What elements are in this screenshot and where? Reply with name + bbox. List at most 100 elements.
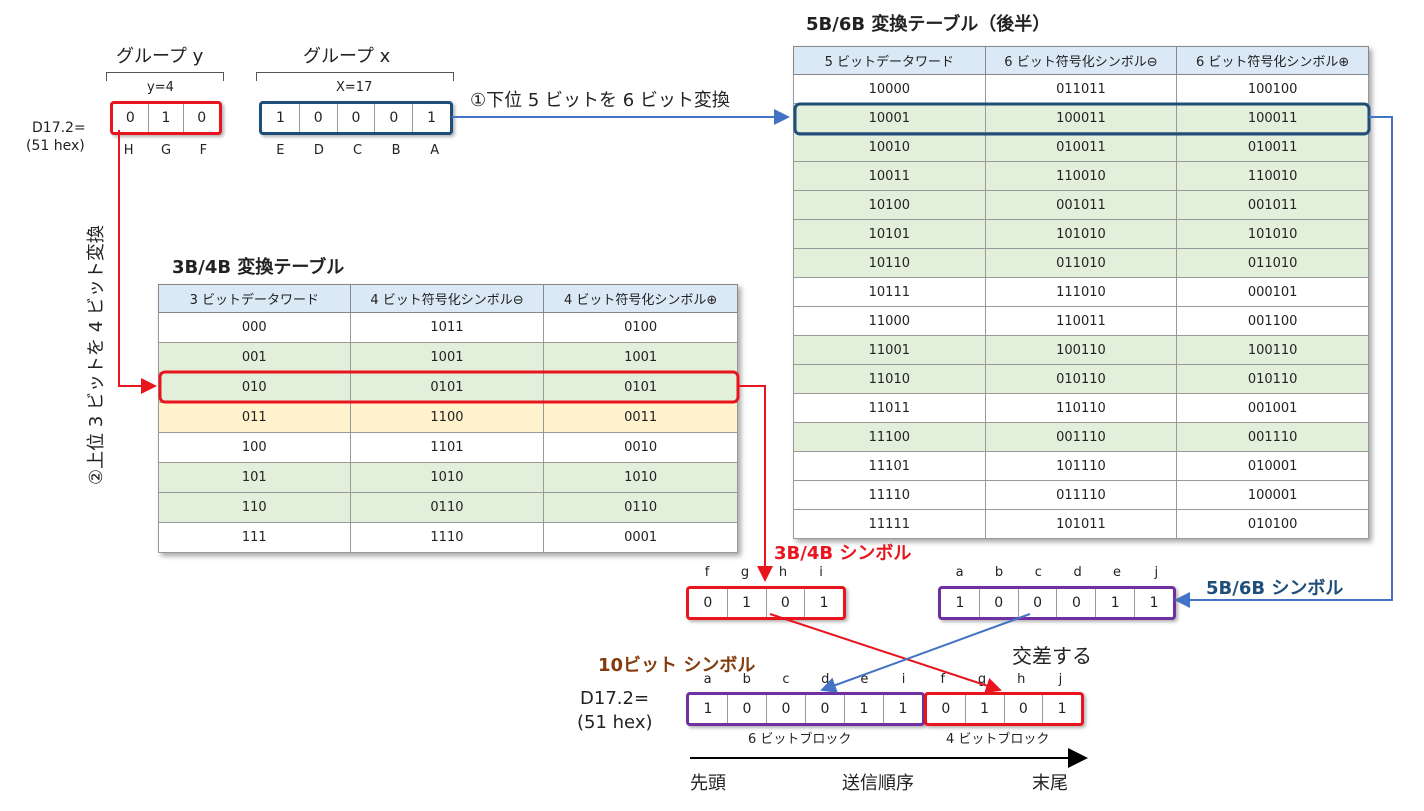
bit-cell: 1 xyxy=(1042,695,1081,723)
table56-row: 10001 100011 100011 xyxy=(793,103,1369,133)
table56-cell: 10110 xyxy=(793,248,986,278)
table56-row: 11011 110110 001001 xyxy=(793,393,1369,423)
bit-cell: 0 xyxy=(1056,589,1095,617)
bit-letter: j xyxy=(1058,672,1063,687)
table56-row: 11001 100110 100110 xyxy=(793,335,1369,365)
table56-cell: 100001 xyxy=(1176,480,1369,510)
table34-row: 001 1001 1001 xyxy=(158,342,738,373)
table34-cell: 110 xyxy=(158,492,351,523)
bit-letter: H xyxy=(123,143,134,158)
table56-cell: 10111 xyxy=(793,277,986,307)
table56-cell: 011010 xyxy=(984,248,1178,278)
table56-row: 11100 001110 001110 xyxy=(793,422,1369,452)
table34-row: 101 1010 1010 xyxy=(158,462,738,493)
table34-cell: 0010 xyxy=(543,432,738,463)
bit-cell: 1 xyxy=(412,104,450,132)
table56-cell: 001110 xyxy=(1176,422,1369,452)
sym56-letters: a b c d e j xyxy=(940,565,1176,580)
table56-cell: 10000 xyxy=(793,74,986,104)
table56-cell: 100011 xyxy=(1176,103,1369,133)
table56-cell: 100110 xyxy=(1176,335,1369,365)
table56-cell: 10100 xyxy=(793,190,986,220)
bit-cell: 1 xyxy=(726,589,766,617)
table34-cell: 0011 xyxy=(543,402,738,433)
table34-cell: 0101 xyxy=(543,372,738,403)
table34-cell: 1100 xyxy=(349,402,545,433)
bit-cell: 1 xyxy=(275,110,285,126)
table34-cell: 000 xyxy=(158,312,351,343)
table34-header: 4 ビット符号化シンボル⊖ xyxy=(349,284,545,313)
table56-cell: 010001 xyxy=(1176,451,1369,481)
cross-label: 交差する xyxy=(1012,644,1092,668)
table56-cell: 11100 xyxy=(793,422,986,452)
table56-row: 11101 101110 010001 xyxy=(793,451,1369,481)
group-x-bits: 1 0 0 0 1 xyxy=(259,101,453,135)
bit-cell: 0 xyxy=(125,110,135,126)
bit-cell: 1 xyxy=(147,104,184,132)
table34-cell: 1010 xyxy=(543,462,738,493)
table34-row: 110 0110 0110 xyxy=(158,492,738,523)
table34-cell: 0101 xyxy=(349,372,545,403)
table56-row: 11000 110011 001100 xyxy=(793,306,1369,336)
bit-letter: d xyxy=(821,672,830,687)
table56-cell: 11110 xyxy=(793,480,986,510)
table56-row: 10011 110010 110010 xyxy=(793,161,1369,191)
group-x-letters: E D C B A xyxy=(261,143,454,158)
bit-letter: e xyxy=(860,672,869,687)
table34-cell: 0110 xyxy=(349,492,545,523)
bit-letter: f xyxy=(704,565,710,580)
table56-row: 10101 101010 101010 xyxy=(793,219,1369,249)
table34-cell: 001 xyxy=(158,342,351,373)
table56-header: 5 ビットデータワード xyxy=(793,46,986,75)
table56-cell: 10011 xyxy=(793,161,986,191)
table56-cell: 001100 xyxy=(1176,306,1369,336)
table56-cell: 11001 xyxy=(793,335,986,365)
bit-cell: 0 xyxy=(703,595,713,611)
bit-letter: h xyxy=(778,565,788,580)
bit-letter: c xyxy=(1034,565,1042,580)
table56-header: 6 ビット符号化シンボル⊖ xyxy=(984,46,1178,75)
bit-cell: 1 xyxy=(964,695,1004,723)
table56-cell: 100011 xyxy=(984,103,1178,133)
table34-cell: 0110 xyxy=(543,492,738,523)
block6-label: 6 ビットブロック xyxy=(748,732,852,747)
group-y-title: グループ y xyxy=(116,46,204,67)
bit-letter: D xyxy=(313,143,324,158)
table56-row: 10100 001011 001011 xyxy=(793,190,1369,220)
table34-cell: 0001 xyxy=(543,522,738,553)
table56-cell: 010011 xyxy=(1176,132,1369,162)
table56-cell: 111010 xyxy=(984,277,1178,307)
table34-cell: 1011 xyxy=(349,312,545,343)
table56-cell: 10010 xyxy=(793,132,986,162)
table56-cell: 10001 xyxy=(793,103,986,133)
table56-cell: 11000 xyxy=(793,306,986,336)
bit-cell: 0 xyxy=(727,695,766,723)
group-y-letters: H G F xyxy=(110,143,222,158)
d-label-bottom-line1: D17.2= xyxy=(580,688,650,709)
table34-cell: 111 xyxy=(158,522,351,553)
group-x-bracket xyxy=(256,72,454,81)
bit-cell: 0 xyxy=(805,695,844,723)
order-middle: 送信順序 xyxy=(842,773,914,794)
table56-cell: 011110 xyxy=(984,480,1178,510)
table34-cell: 1101 xyxy=(349,432,545,463)
table56-cell: 100110 xyxy=(984,335,1178,365)
table56-cell: 010100 xyxy=(1176,509,1369,539)
bit-cell: 0 xyxy=(336,104,375,132)
bit-cell: 0 xyxy=(183,104,219,132)
bit-letter: g xyxy=(977,672,987,687)
group-y-bracket xyxy=(106,72,224,81)
bit-cell: 0 xyxy=(978,589,1018,617)
bit-cell: 1 xyxy=(844,695,883,723)
table34-cell: 1001 xyxy=(349,342,545,373)
table56-header: 6 ビット符号化シンボル⊕ xyxy=(1176,46,1369,75)
table56-row: 10110 011010 011010 xyxy=(793,248,1369,278)
table34-cell: 100 xyxy=(158,432,351,463)
table56-cell: 101010 xyxy=(1176,219,1369,249)
table34-cell: 1001 xyxy=(543,342,738,373)
table34-cell: 0100 xyxy=(543,312,738,343)
bit-cell: 1 xyxy=(1134,589,1173,617)
bit-letter: A xyxy=(430,143,440,158)
sym34-letters: f g h i xyxy=(688,565,840,580)
bit-cell: 0 xyxy=(1017,589,1057,617)
